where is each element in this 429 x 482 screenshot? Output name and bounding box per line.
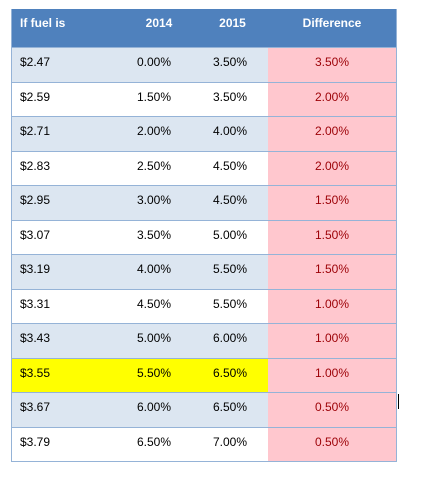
fuel-price-cell: $3.43 [12,324,113,358]
header-2014: 2014 [145,16,173,30]
rate-2014-cell: 2.50% [136,158,171,173]
difference-cell: 2.00% [268,151,396,185]
difference-cell: 2.00% [268,117,396,151]
table-row: $3.79 6.50% 7.00% 0.50% [12,426,396,461]
table-row: $3.19 4.00% 5.50% 1.50% [12,254,396,289]
rate-2015-cell: 4.00% [197,117,268,151]
rate-2014-cell: 0.00% [113,48,197,82]
rate-2015-cell: 6.50% [197,393,268,427]
header-2015: 2015 [219,16,246,30]
text-cursor [398,394,399,409]
difference-cell: 3.50% [268,48,396,82]
difference-cell: 1.50% [268,220,396,254]
table-row: $2.71 2.00% 4.00% 2.00% [12,116,396,151]
fuel-surcharge-table: If fuel is 2014 2015 Difference $2.47 0.… [11,9,397,462]
rate-2014-cell: 4.50% [136,296,171,311]
rate-2015-cell: 5.00% [212,227,247,242]
table-row: $2.47 0.00% 3.50% 3.50% [12,47,396,82]
rate-2015-cell: 4.50% [212,158,247,173]
table-row-highlighted: $3.55 5.50% 6.50% 1.00% [12,357,396,392]
table-row: $3.67 6.00% 6.50% 0.50% [12,392,396,427]
rate-2015-cell: 3.50% [197,48,268,82]
fuel-price-cell: $3.55 [12,358,113,392]
difference-cell: 1.50% [268,255,396,289]
difference-cell: 2.00% [268,82,396,116]
difference-cell: 1.50% [268,186,396,220]
difference-cell: 0.50% [268,427,396,461]
fuel-price-cell: $2.95 [12,186,113,220]
rate-2015-cell: 3.50% [212,89,247,104]
fuel-price-cell: $2.83 [20,158,51,173]
rate-2014-cell: 2.00% [113,117,197,151]
difference-cell: 1.00% [268,289,396,323]
fuel-price-cell: $3.19 [12,255,113,289]
rate-2014-cell: 3.00% [113,186,197,220]
fuel-price-cell: $3.07 [20,227,51,242]
fuel-price-cell: $2.71 [12,117,113,151]
rate-2015-cell: 4.50% [197,186,268,220]
rate-2014-cell: 6.00% [113,393,197,427]
rate-2014-cell: 5.00% [113,324,197,358]
rate-2015-cell: 7.00% [212,434,247,449]
table-row: $2.95 3.00% 4.50% 1.50% [12,185,396,220]
rate-2015-cell: 5.50% [197,255,268,289]
rate-2014-cell: 6.50% [136,434,171,449]
table-row: $3.43 5.00% 6.00% 1.00% [12,323,396,358]
rate-2014-cell: 4.00% [113,255,197,289]
rate-2014-cell: 1.50% [136,89,171,104]
table-row: $2.83 2.50% 4.50% 2.00% [12,150,396,185]
header-difference: Difference [302,16,362,30]
rate-2015-cell: 6.50% [197,358,268,392]
table-row: $2.59 1.50% 3.50% 2.00% [12,81,396,116]
rate-2014-cell: 3.50% [136,227,171,242]
table-row: $3.31 4.50% 5.50% 1.00% [12,288,396,323]
rate-2015-cell: 5.50% [212,296,247,311]
difference-cell: 1.00% [268,324,396,358]
fuel-price-cell: $3.67 [12,393,113,427]
fuel-price-cell: $3.31 [20,296,51,311]
rate-2015-cell: 6.00% [197,324,268,358]
fuel-price-cell: $2.47 [12,48,113,82]
table-row: $3.07 3.50% 5.00% 1.50% [12,219,396,254]
difference-cell: 0.50% [268,393,396,427]
difference-cell: 1.00% [268,358,396,392]
fuel-price-cell: $2.59 [20,89,51,104]
rate-2014-cell: 5.50% [113,358,197,392]
table-header: If fuel is 2014 2015 Difference [12,9,396,47]
fuel-price-cell: $3.79 [20,434,51,449]
header-fuel-price: If fuel is [20,16,66,30]
